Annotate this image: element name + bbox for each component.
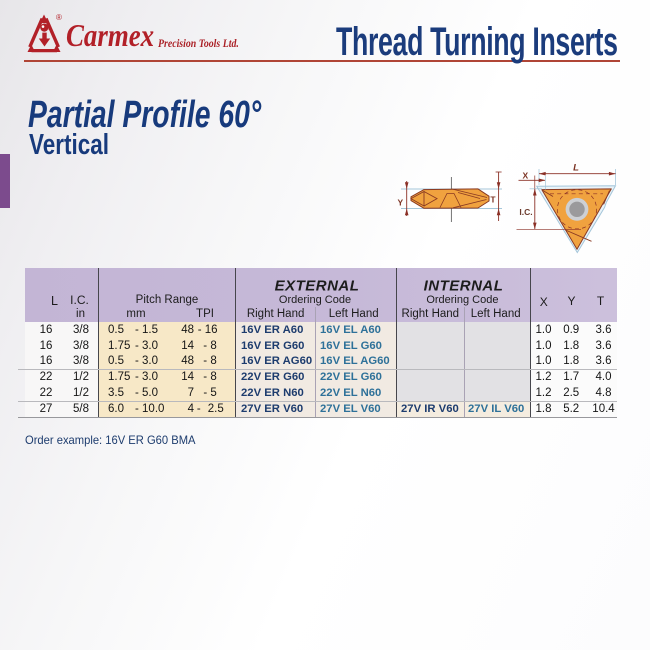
svg-text:Y: Y: [397, 198, 403, 208]
svg-text:X: X: [522, 170, 528, 180]
svg-text:T: T: [490, 195, 496, 205]
svg-text:I.C.: I.C.: [519, 207, 532, 217]
svg-text:L: L: [573, 163, 579, 174]
